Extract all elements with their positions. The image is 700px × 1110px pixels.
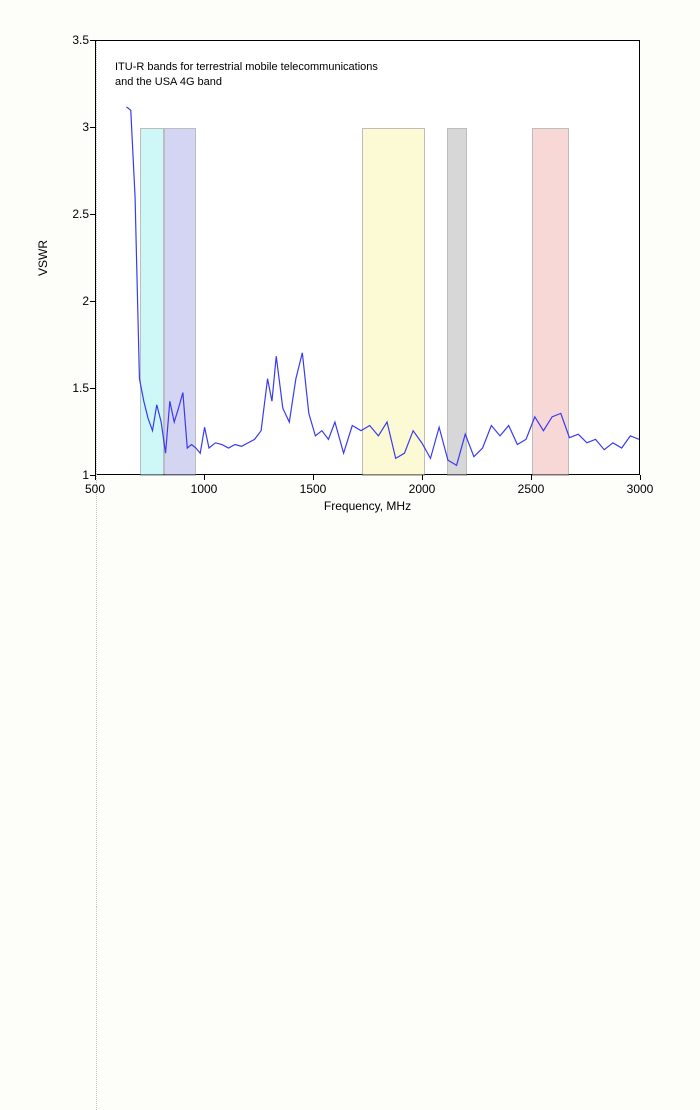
tick-mark-x: [531, 475, 532, 480]
y-tick-label: 1.5: [65, 381, 89, 395]
tick-mark-y: [90, 127, 95, 128]
x-tick-label: 2000: [409, 482, 436, 496]
tick-mark-y: [90, 214, 95, 215]
tick-mark-y: [90, 475, 95, 476]
x-tick-label: 500: [85, 482, 105, 496]
x-tick-label: 2500: [518, 482, 545, 496]
annotation-line: ITU-R bands for terrestrial mobile telec…: [115, 61, 378, 73]
y-axis-label: VSWR: [36, 240, 50, 276]
tick-mark-x: [313, 475, 314, 480]
x-tick-label: 1000: [191, 482, 218, 496]
x-axis-label: Frequency, MHz: [324, 499, 411, 513]
y-tick-label: 2.5: [65, 207, 89, 221]
tick-mark-x: [422, 475, 423, 480]
tick-mark-x: [204, 475, 205, 480]
annotation-text: ITU-R bands for terrestrial mobile telec…: [115, 60, 378, 90]
annotation-line: and the USA 4G band: [115, 76, 222, 88]
vswr-series: [96, 41, 639, 474]
grid-line-v: [96, 474, 97, 907]
y-tick-label: 2: [65, 294, 89, 308]
y-tick-label: 3: [65, 120, 89, 134]
tick-mark-y: [90, 388, 95, 389]
vswr-polyline: [126, 107, 639, 466]
x-tick-label: 1500: [300, 482, 327, 496]
tick-mark-x: [95, 475, 96, 480]
tick-mark-x: [640, 475, 641, 480]
plot-area: [95, 40, 640, 475]
x-tick-label: 3000: [627, 482, 654, 496]
tick-mark-y: [90, 301, 95, 302]
y-tick-label: 1: [65, 468, 89, 482]
grid-line-v: [96, 907, 97, 1110]
tick-mark-y: [90, 40, 95, 41]
y-tick-label: 3.5: [65, 33, 89, 47]
